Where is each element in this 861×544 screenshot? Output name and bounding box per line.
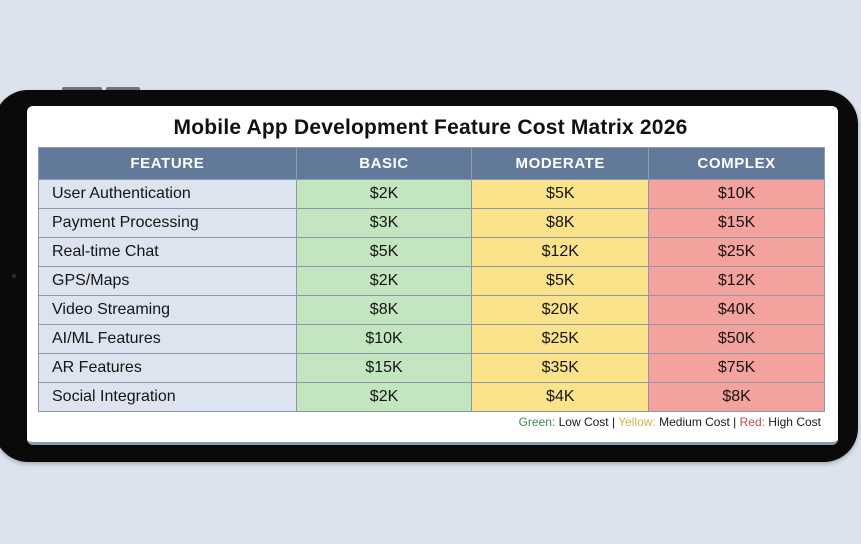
feature-cell: AI/ML Features	[38, 324, 297, 354]
header-feature: FEATURE	[38, 147, 297, 180]
tablet-button-2	[106, 87, 140, 91]
basic-cost-cell: $2K	[295, 382, 473, 412]
complex-cost-cell: $40K	[648, 295, 825, 325]
table-row: AI/ML Features $10K $25K $50K	[38, 324, 825, 354]
basic-cost-cell: $3K	[295, 208, 473, 238]
legend-green-text: Low Cost |	[555, 415, 619, 429]
legend-yellow-text: Medium Cost |	[655, 415, 740, 429]
feature-cell: AR Features	[38, 353, 297, 383]
table-row: Real-time Chat $5K $12K $25K	[38, 237, 825, 267]
moderate-cost-cell: $12K	[471, 237, 650, 267]
table-row: User Authentication $2K $5K $10K	[38, 179, 825, 209]
feature-cell: Video Streaming	[38, 295, 297, 325]
complex-cost-cell: $8K	[648, 382, 825, 412]
header-moderate: MODERATE	[471, 147, 650, 180]
moderate-cost-cell: $8K	[471, 208, 650, 238]
complex-cost-cell: $75K	[648, 353, 825, 383]
complex-cost-cell: $15K	[648, 208, 825, 238]
basic-cost-cell: $2K	[295, 179, 473, 209]
complex-cost-cell: $12K	[648, 266, 825, 296]
basic-cost-cell: $8K	[295, 295, 473, 325]
complex-cost-cell: $50K	[648, 324, 825, 354]
table-row: Payment Processing $3K $8K $15K	[38, 208, 825, 238]
cost-matrix-table: FEATURE BASIC MODERATE COMPLEX User Auth…	[38, 147, 825, 412]
basic-cost-cell: $15K	[295, 353, 473, 383]
basic-cost-cell: $10K	[295, 324, 473, 354]
feature-cell: Payment Processing	[38, 208, 297, 238]
moderate-cost-cell: $20K	[471, 295, 650, 325]
complex-cost-cell: $25K	[648, 237, 825, 267]
table-row: Social Integration $2K $4K $8K	[38, 382, 825, 412]
legend-yellow-label: Yellow:	[618, 415, 656, 429]
page-title: Mobile App Development Feature Cost Matr…	[173, 116, 688, 139]
feature-cell: GPS/Maps	[38, 266, 297, 296]
feature-cell: Social Integration	[38, 382, 297, 412]
table-row: AR Features $15K $35K $75K	[38, 353, 825, 383]
color-legend: Green: Low Cost | Yellow: Medium Cost | …	[519, 415, 821, 429]
feature-cell: User Authentication	[38, 179, 297, 209]
camera-icon	[12, 274, 16, 278]
moderate-cost-cell: $35K	[471, 353, 650, 383]
legend-red-label: Red:	[739, 415, 765, 429]
table-header-row: FEATURE BASIC MODERATE COMPLEX	[38, 147, 825, 180]
moderate-cost-cell: $5K	[471, 266, 650, 296]
moderate-cost-cell: $5K	[471, 179, 650, 209]
legend-red-text: High Cost	[764, 415, 821, 429]
moderate-cost-cell: $25K	[471, 324, 650, 354]
table-row: GPS/Maps $2K $5K $12K	[38, 266, 825, 296]
moderate-cost-cell: $4K	[471, 382, 650, 412]
legend-green-label: Green:	[518, 415, 556, 429]
complex-cost-cell: $10K	[648, 179, 825, 209]
feature-cell: Real-time Chat	[38, 237, 297, 267]
tablet-button-1	[62, 87, 102, 91]
basic-cost-cell: $5K	[295, 237, 473, 267]
basic-cost-cell: $2K	[295, 266, 473, 296]
header-basic: BASIC	[295, 147, 473, 180]
table-row: Video Streaming $8K $20K $40K	[38, 295, 825, 325]
header-complex: COMPLEX	[648, 147, 825, 180]
